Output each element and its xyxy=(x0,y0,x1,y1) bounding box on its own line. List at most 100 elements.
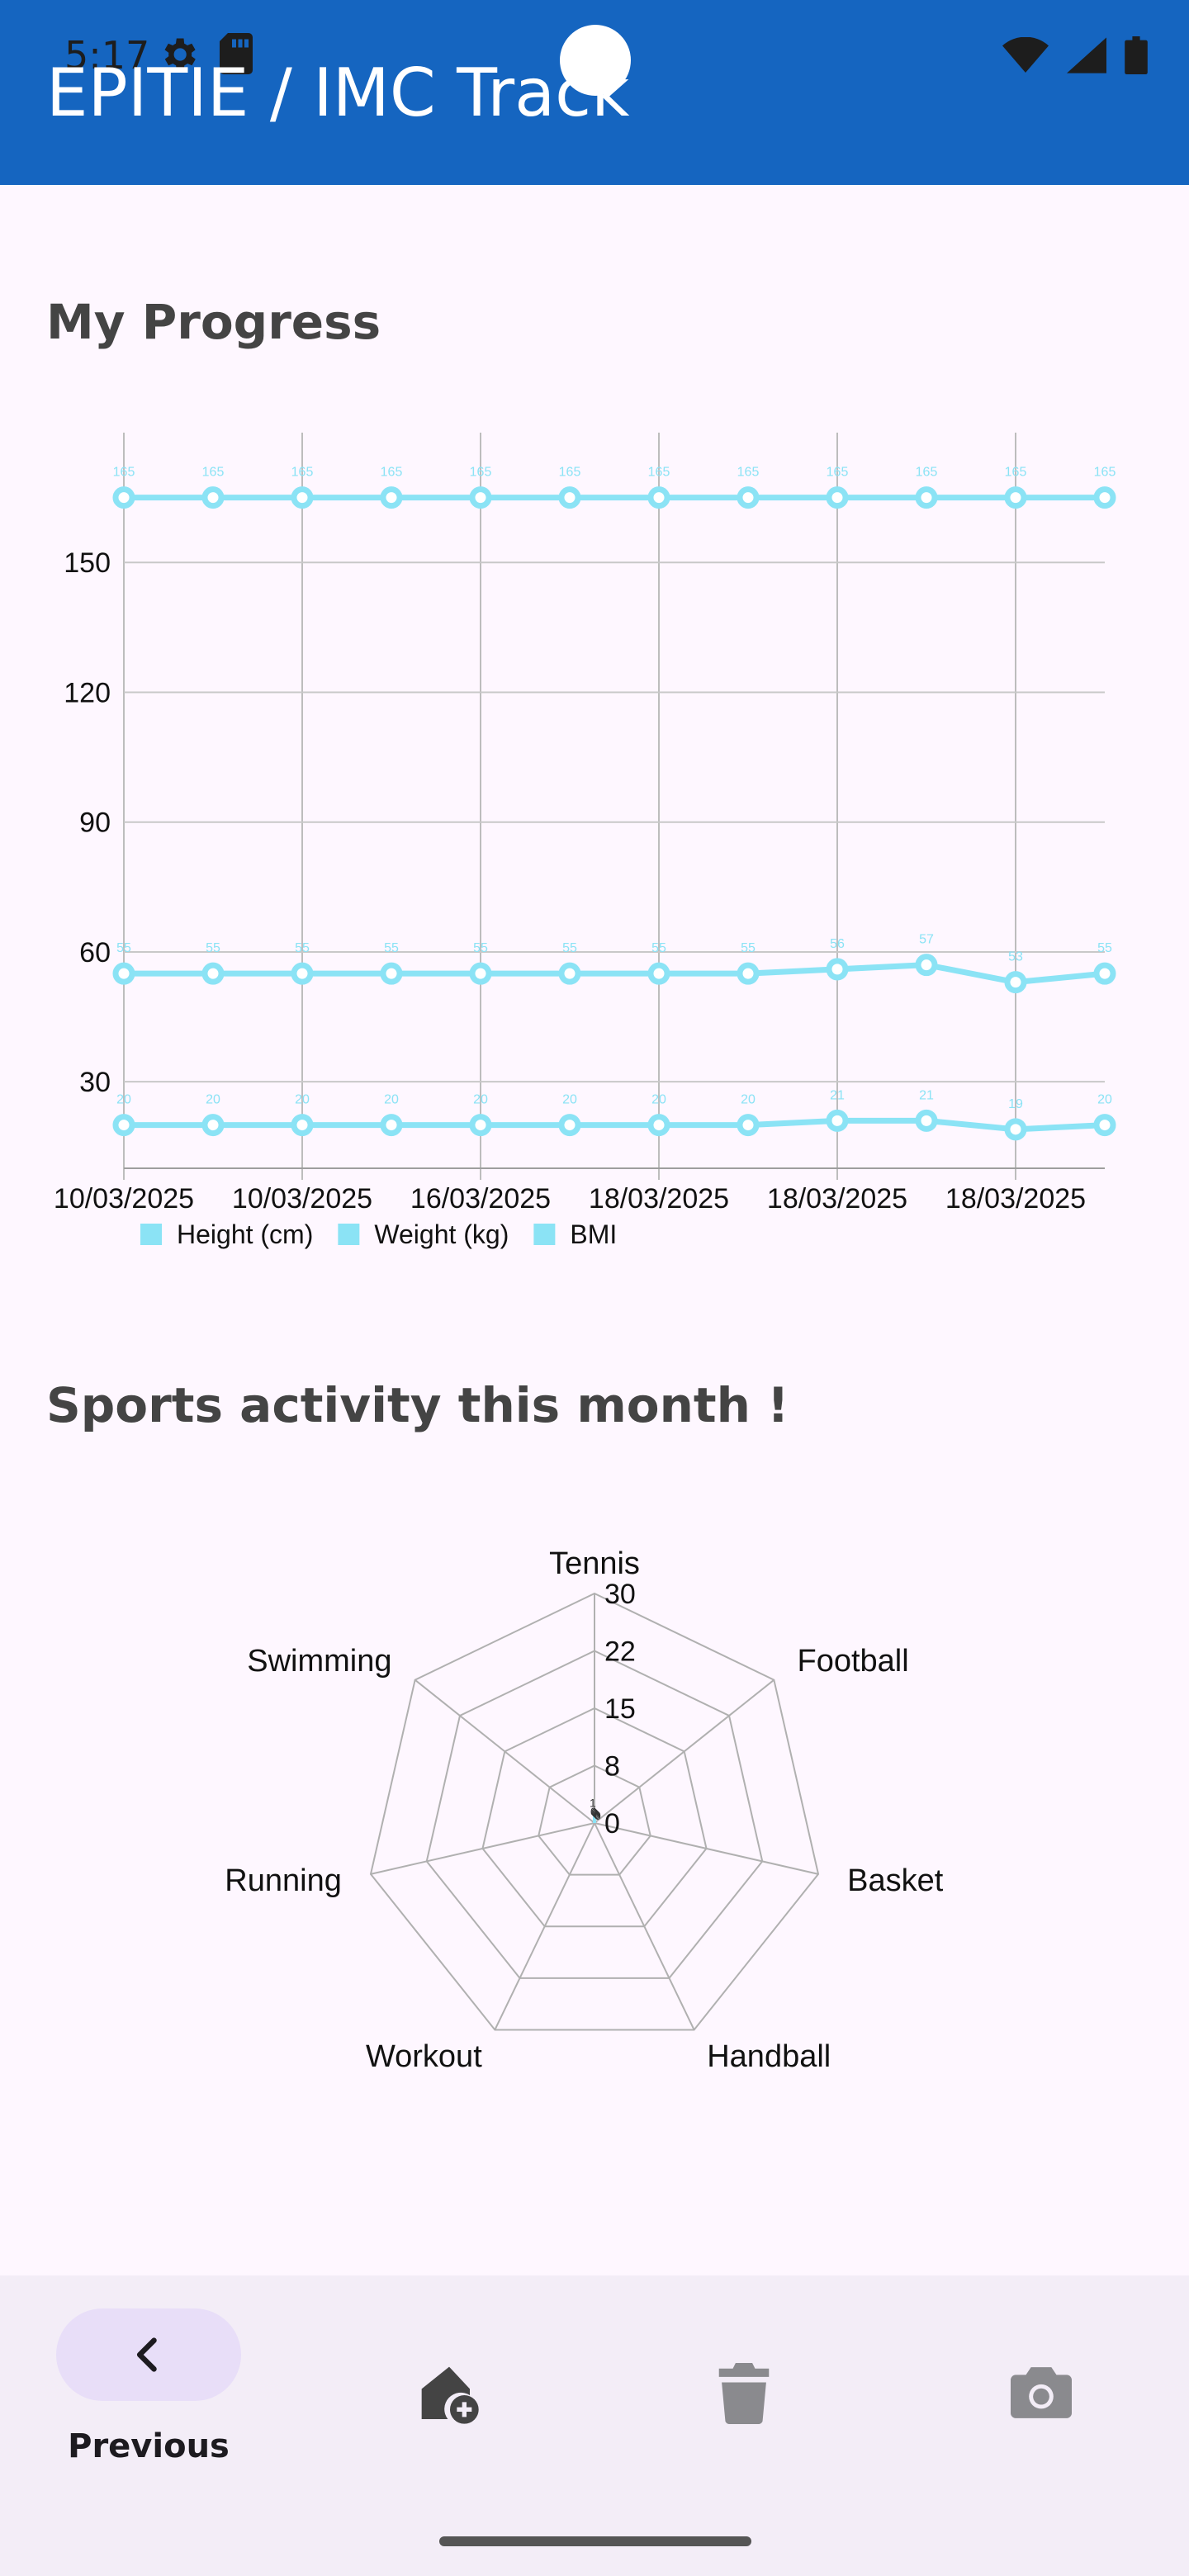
y-tick-label: 150 xyxy=(64,547,111,579)
legend-label: Height (cm) xyxy=(177,1219,313,1249)
data-point xyxy=(201,486,225,509)
gesture-bar[interactable] xyxy=(439,2536,751,2546)
data-label: 165 xyxy=(202,466,225,480)
data-point xyxy=(1004,1118,1027,1141)
delete-button[interactable] xyxy=(694,2345,793,2444)
legend-swatch xyxy=(338,1224,360,1245)
radar-axis-label: Workout xyxy=(366,2039,482,2074)
radar-value-label: 0 xyxy=(594,1808,600,1821)
x-tick-label: 18/03/2025 xyxy=(767,1183,907,1215)
data-label: 20 xyxy=(651,1093,666,1107)
radar-value-label: 0 xyxy=(590,1805,597,1818)
data-point xyxy=(826,958,849,981)
data-point xyxy=(1093,486,1116,509)
data-point xyxy=(915,486,938,509)
data-point xyxy=(112,1114,135,1137)
legend-label: Weight (kg) xyxy=(374,1219,509,1249)
data-point xyxy=(112,962,135,985)
data-label: 165 xyxy=(113,466,135,480)
app-title: EPITIE / IMC Track xyxy=(46,54,630,131)
cellular-signal-icon xyxy=(1067,37,1106,73)
radar-spoke xyxy=(414,1679,595,1824)
radar-spoke xyxy=(594,1822,695,2030)
data-label: 20 xyxy=(384,1093,399,1107)
data-point xyxy=(737,486,760,509)
radar-value-label: 0 xyxy=(591,1806,598,1819)
legend-label: BMI xyxy=(570,1219,617,1249)
data-label: 20 xyxy=(1097,1093,1112,1107)
app-bar: 5:17 EPITIE / IMC Track xyxy=(0,0,1189,185)
radar-axis-label: Handball xyxy=(707,2039,831,2074)
data-point xyxy=(291,1114,314,1137)
legend-swatch xyxy=(533,1224,556,1245)
legend-swatch xyxy=(140,1224,162,1245)
data-label: 56 xyxy=(830,937,845,951)
data-label: 55 xyxy=(1097,941,1112,955)
data-label: 21 xyxy=(919,1088,934,1102)
battery-icon xyxy=(1125,36,1148,74)
data-label: 19 xyxy=(1008,1097,1023,1111)
data-label: 165 xyxy=(291,466,314,480)
radar-value-label: 0 xyxy=(593,1807,599,1821)
data-point xyxy=(201,962,225,985)
radar-tick-label: 30 xyxy=(604,1579,636,1610)
data-label: 55 xyxy=(384,941,399,955)
data-point xyxy=(737,1114,760,1137)
data-label: 165 xyxy=(1005,466,1027,480)
data-label: 53 xyxy=(1008,950,1023,964)
y-tick-label: 120 xyxy=(64,677,111,708)
data-point xyxy=(291,962,314,985)
data-point xyxy=(201,1114,225,1137)
radar-value-label: 0 xyxy=(594,1809,601,1822)
status-icons-right xyxy=(1002,36,1148,74)
radar-tick-label: 15 xyxy=(604,1693,636,1725)
radar-ring xyxy=(369,1592,820,2031)
home-add-button[interactable] xyxy=(396,2345,495,2444)
data-point xyxy=(112,486,135,509)
data-point xyxy=(1004,971,1027,994)
y-tick-label: 90 xyxy=(79,807,111,839)
data-point xyxy=(915,1109,938,1132)
trash-icon xyxy=(718,2363,770,2424)
y-tick-label: 60 xyxy=(79,937,111,968)
sports-title: Sports activity this month ! xyxy=(46,1377,789,1433)
data-point xyxy=(558,962,581,985)
radar-axis-label: Running xyxy=(225,1863,342,1898)
data-label: 21 xyxy=(830,1088,845,1102)
radar-ring xyxy=(538,1764,651,1876)
camera-cutout xyxy=(560,25,631,96)
radar-spoke xyxy=(494,1822,595,2030)
data-point xyxy=(647,1114,670,1137)
data-point xyxy=(469,486,492,509)
data-point xyxy=(380,962,403,985)
home-add-icon xyxy=(421,2366,479,2424)
radar-value-label: 0 xyxy=(592,1807,599,1820)
data-label: 165 xyxy=(381,466,403,480)
data-point xyxy=(380,1114,403,1137)
previous-label: Previous xyxy=(68,2427,230,2465)
x-tick-label: 18/03/2025 xyxy=(945,1183,1086,1215)
series-line xyxy=(124,1117,1106,1133)
radar-value-label: 1 xyxy=(590,1797,596,1810)
data-point xyxy=(915,954,938,977)
data-label: 165 xyxy=(470,466,492,480)
y-tick-label: 30 xyxy=(79,1067,111,1098)
radar-tick-label: 8 xyxy=(604,1751,620,1783)
data-point xyxy=(737,962,760,985)
wifi-icon xyxy=(1002,37,1049,73)
status-time: 5:17 xyxy=(64,33,150,78)
progress-line-chart: 30 60 90 120 150 165 165 165 165 165 165 165 165 165 1… xyxy=(54,433,1116,1249)
data-label: 20 xyxy=(562,1093,577,1107)
data-point xyxy=(291,486,314,509)
previous-button[interactable] xyxy=(56,2308,241,2401)
radar-axis-label: Swimming xyxy=(247,1644,391,1679)
sd-card-icon xyxy=(220,33,253,74)
camera-icon xyxy=(1011,2367,1072,2418)
data-label: 165 xyxy=(827,466,849,480)
data-point xyxy=(1004,486,1027,509)
status-icons-left xyxy=(157,33,253,76)
camera-button[interactable] xyxy=(991,2345,1090,2444)
data-label: 165 xyxy=(1094,466,1116,480)
data-label: 165 xyxy=(648,466,670,480)
radar-tick-label: 0 xyxy=(604,1808,620,1840)
